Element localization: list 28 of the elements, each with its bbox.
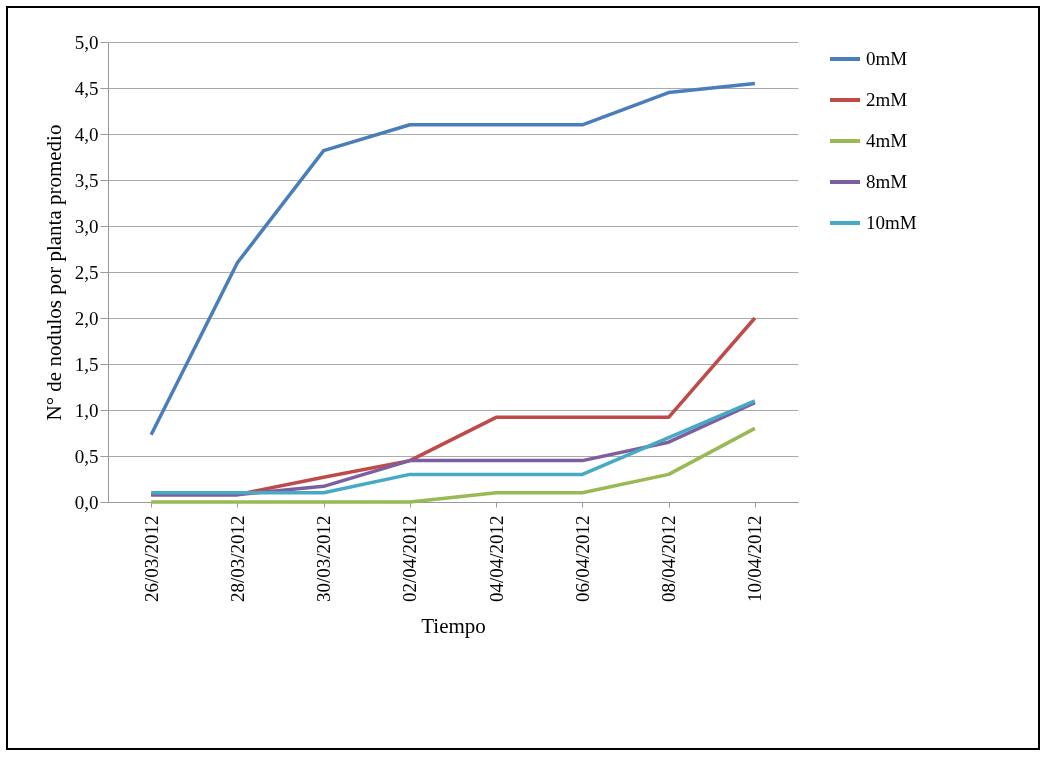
- legend-label: 2mM: [866, 89, 908, 110]
- line-series: [149, 81, 757, 437]
- y-tick-label: 1,5: [74, 353, 99, 375]
- legend-label: 0mM: [866, 48, 908, 69]
- x-tick-label: 02/04/2012: [399, 515, 421, 603]
- x-tick-label: 10/04/2012: [744, 515, 766, 603]
- y-tick-label: 3,5: [74, 169, 99, 191]
- y-tick-label: 1,0: [74, 399, 99, 421]
- legend-label: 10mM: [866, 212, 917, 233]
- y-tick-label: 5,0: [74, 31, 99, 53]
- legend-label: 8mM: [866, 171, 908, 192]
- x-axis-title: Tiempo: [421, 614, 486, 639]
- x-tick-label: 30/03/2012: [313, 515, 335, 603]
- x-tick-label: 26/03/2012: [140, 515, 162, 603]
- x-tick-label: 28/03/2012: [226, 515, 248, 603]
- y-tick-label: 0,0: [74, 491, 99, 513]
- y-tick-label: 4,5: [74, 77, 99, 99]
- y-axis-title: N° de nodulos por planta promedio: [41, 124, 66, 421]
- x-tick-label: 08/04/2012: [658, 515, 680, 603]
- y-tick-label: 4,0: [74, 123, 99, 145]
- y-tick-label: 2,0: [74, 307, 99, 329]
- y-tick-label: 0,5: [74, 445, 99, 467]
- legend-label: 4mM: [866, 130, 908, 151]
- x-tick-label: 04/04/2012: [485, 515, 507, 603]
- y-tick-label: 3,0: [74, 215, 99, 237]
- line-series: [149, 426, 757, 504]
- y-tick-label: 2,5: [74, 261, 99, 283]
- x-tick-label: 06/04/2012: [571, 515, 593, 603]
